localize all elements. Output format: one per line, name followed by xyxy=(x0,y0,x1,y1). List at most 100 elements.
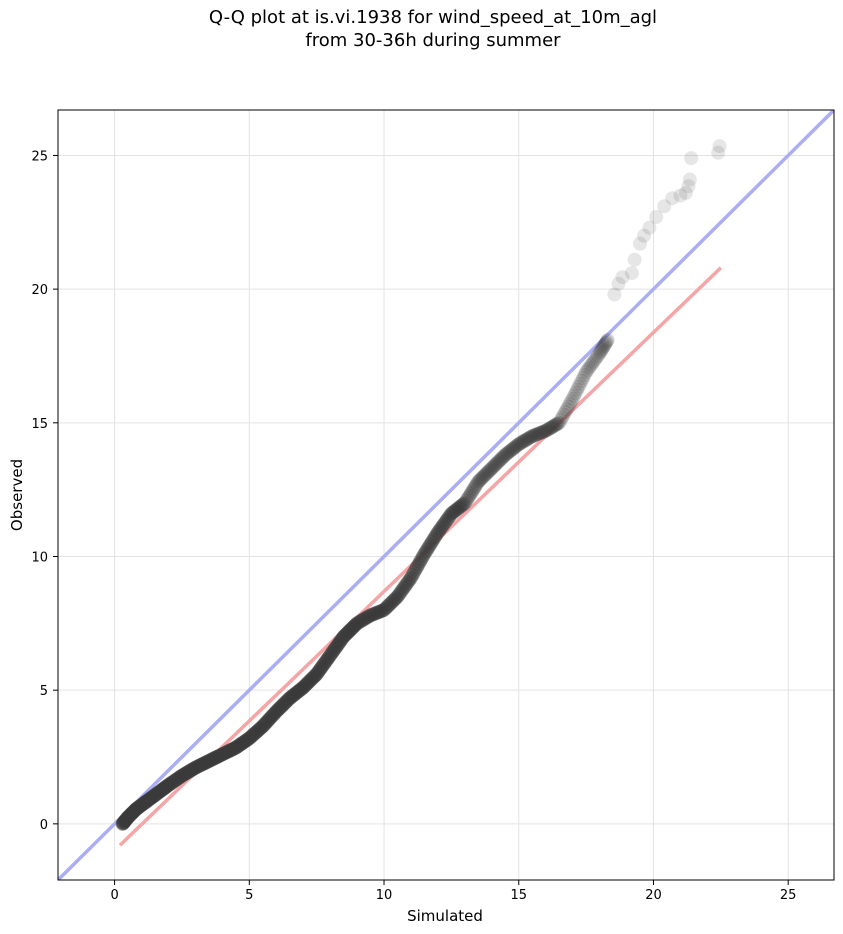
qq-point xyxy=(522,430,537,445)
qq-point xyxy=(430,525,445,540)
qq-point xyxy=(414,552,429,567)
qq-point xyxy=(532,426,547,441)
qq-point xyxy=(553,413,568,428)
qq-point xyxy=(424,534,439,549)
qq-point xyxy=(519,432,534,447)
qq-point xyxy=(411,557,426,572)
qq-point xyxy=(607,287,622,302)
qq-point xyxy=(481,464,496,479)
qq-point xyxy=(596,340,611,355)
qq-point xyxy=(592,346,607,361)
qq-point xyxy=(372,604,387,619)
qq-point xyxy=(633,236,647,251)
qq-point xyxy=(597,337,612,352)
qq-point xyxy=(451,500,466,515)
qq-point xyxy=(516,434,531,449)
x-tick-label: 20 xyxy=(645,888,662,903)
qq-point xyxy=(368,606,383,621)
qq-point xyxy=(403,570,418,585)
qq-point xyxy=(391,587,406,602)
lines xyxy=(58,110,834,880)
qq-point xyxy=(438,515,453,530)
qq-point xyxy=(447,504,462,519)
qq-point xyxy=(586,354,601,369)
qq-point xyxy=(547,418,562,433)
qq-point xyxy=(711,145,726,160)
qq-point xyxy=(598,335,613,350)
qq-point xyxy=(508,439,523,454)
qq-point xyxy=(580,362,595,377)
qq-point xyxy=(377,602,392,617)
qq-point xyxy=(351,615,366,630)
qq-point xyxy=(462,488,477,503)
qq-point xyxy=(505,441,520,456)
qq-point xyxy=(475,470,490,485)
qq-point xyxy=(511,437,526,452)
qq-point xyxy=(517,433,532,448)
qq-point xyxy=(399,577,414,592)
qq-point xyxy=(469,477,484,492)
qq-point xyxy=(472,473,487,488)
qq-point xyxy=(595,341,610,356)
qq-point xyxy=(415,549,430,564)
chart-subtitle: from 30-36h during summer xyxy=(305,30,561,51)
qq-point xyxy=(426,532,441,547)
qq-point xyxy=(432,523,447,538)
qq-point xyxy=(423,537,438,552)
qq-point xyxy=(383,597,398,612)
qq-point xyxy=(384,595,399,610)
qq-point xyxy=(435,519,450,534)
qq-point xyxy=(454,498,469,513)
qq-point xyxy=(375,603,390,618)
qq-point xyxy=(356,612,371,627)
x-tick-label: 15 xyxy=(510,888,527,903)
qq-point xyxy=(642,220,657,235)
qq-point xyxy=(513,436,528,451)
qq-point xyxy=(359,610,374,625)
qq-point xyxy=(465,484,480,499)
qq-point xyxy=(529,427,544,442)
qq-point xyxy=(574,373,589,388)
qq-point xyxy=(493,452,508,467)
qq-point xyxy=(544,420,559,435)
qq-point xyxy=(525,429,540,444)
qq-point xyxy=(394,583,409,598)
qq-point xyxy=(588,352,603,367)
qq-point xyxy=(514,435,529,450)
qq-point xyxy=(468,479,483,494)
qq-point xyxy=(365,607,380,622)
qq-point xyxy=(555,410,570,425)
y-tick-label: 10 xyxy=(31,550,48,565)
qq-point xyxy=(570,382,585,397)
qq-point xyxy=(565,391,580,406)
y-tick-label: 5 xyxy=(40,684,48,699)
qq-point xyxy=(502,444,517,459)
qq-point xyxy=(457,496,472,511)
qq-point xyxy=(463,486,478,501)
qq-point xyxy=(478,467,493,482)
qq-point xyxy=(353,614,368,629)
qq-point xyxy=(504,443,519,458)
qq-point xyxy=(480,465,495,480)
qq-point xyxy=(412,554,427,569)
grid xyxy=(58,110,834,880)
qq-point xyxy=(348,617,363,632)
qq-point xyxy=(562,397,577,412)
qq-point xyxy=(579,365,594,380)
qq-point xyxy=(537,424,552,439)
y-tick-label: 25 xyxy=(31,149,48,164)
qq-point xyxy=(453,499,468,514)
x-tick-label: 0 xyxy=(110,888,118,903)
qq-point xyxy=(486,459,501,474)
qq-point xyxy=(541,422,556,437)
qq-point xyxy=(378,601,393,616)
qq-point xyxy=(381,598,396,613)
qq-point xyxy=(386,594,401,609)
chart-title: Q-Q plot at is.vi.1938 for wind_speed_at… xyxy=(208,7,658,28)
qq-point xyxy=(665,191,680,206)
qq-point xyxy=(540,422,555,437)
qq-point xyxy=(474,471,489,486)
x-tick-label: 10 xyxy=(376,888,393,903)
qq-point xyxy=(673,188,688,203)
